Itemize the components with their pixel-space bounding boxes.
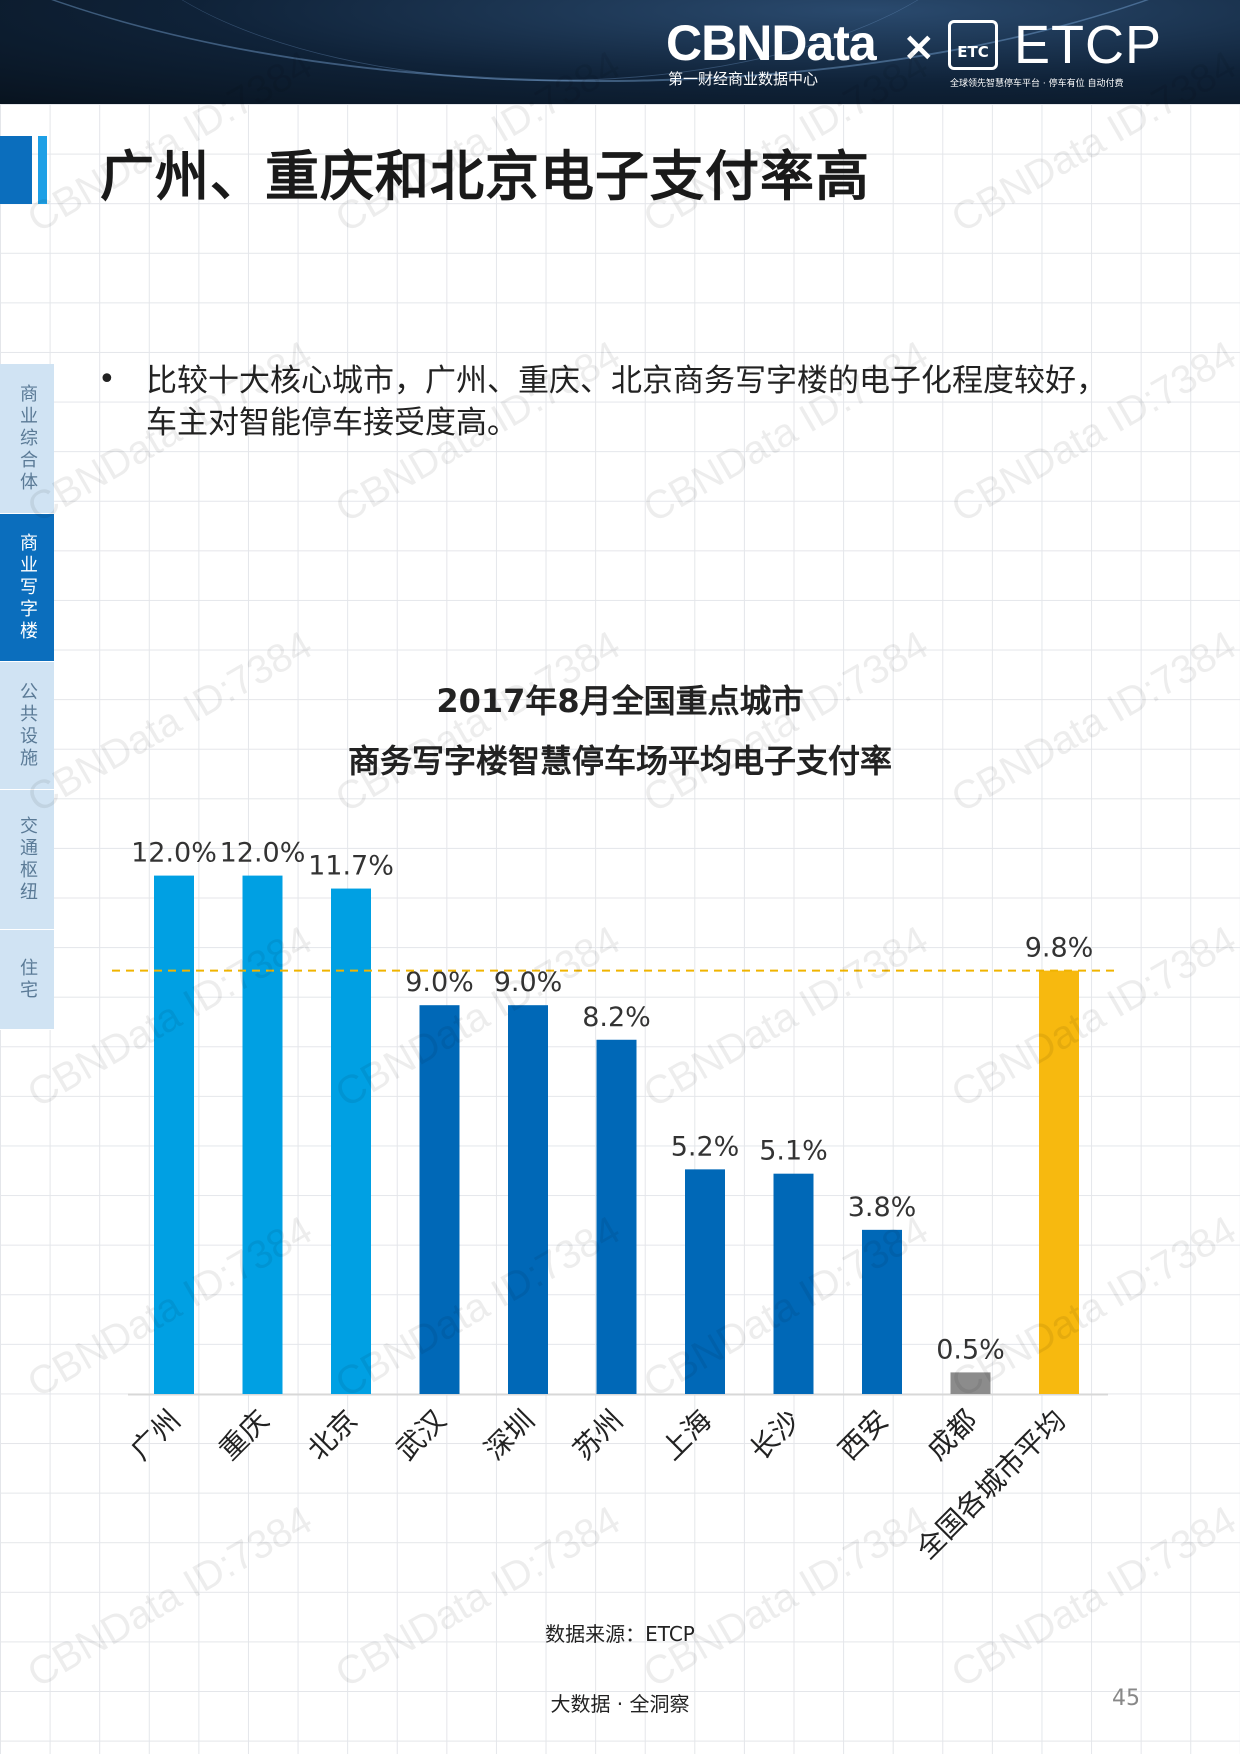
category-label-3: 武汉 bbox=[390, 1404, 453, 1467]
bar-0 bbox=[154, 875, 194, 1394]
bar-value-label-5: 8.2% bbox=[582, 1002, 651, 1033]
bar-value-label-3: 9.0% bbox=[405, 967, 474, 998]
category-label-1: 重庆 bbox=[213, 1404, 276, 1467]
category-label-7: 长沙 bbox=[744, 1404, 807, 1467]
bar-6 bbox=[685, 1169, 725, 1394]
bullet-marker: • bbox=[98, 362, 116, 397]
side-tab-public-facilities[interactable]: 公共设施 bbox=[0, 662, 54, 790]
bar-value-label-4: 9.0% bbox=[494, 967, 563, 998]
bar-value-label-2: 11.7% bbox=[308, 851, 394, 882]
etcp-logo-subtitle: 全球领先智慧停车平台 · 停车有位 自动付费 bbox=[950, 79, 1124, 89]
page-title: 广州、重庆和北京电子支付率高 bbox=[100, 145, 870, 208]
header-arc-decoration-2 bbox=[100, 0, 1000, 81]
category-label-0: 广州 bbox=[124, 1404, 187, 1467]
watermark-text: CBNData ID:7384 bbox=[20, 622, 320, 822]
side-tab-transport-hub[interactable]: 交通枢纽 bbox=[0, 790, 54, 930]
bar-value-label-8: 3.8% bbox=[848, 1192, 917, 1223]
bar-chart: 12.0% 广州 12.0% 重庆 11.7% 北京 9.0% 武汉 9.0% 深圳 8.2% 苏州 5… bbox=[112, 838, 1116, 1566]
etcp-logo-text: ETCP bbox=[1014, 15, 1163, 75]
category-label-10: 全国各城市平均 bbox=[910, 1404, 1072, 1566]
bar-value-label-0: 12.0% bbox=[131, 838, 217, 869]
chart-subtitle: 商务写字楼智慧停车场平均电子支付率 bbox=[347, 742, 892, 780]
bar-5 bbox=[596, 1039, 637, 1394]
side-tab-office-building[interactable]: 商业写字楼 bbox=[0, 514, 54, 662]
bar-value-label-10: 9.8% bbox=[1025, 933, 1094, 964]
bar-value-label-6: 5.2% bbox=[671, 1131, 740, 1162]
watermark-text: CBNData ID:7384 bbox=[944, 622, 1240, 822]
category-label-9: 成都 bbox=[921, 1404, 984, 1467]
category-label-5: 苏州 bbox=[567, 1404, 630, 1467]
header-arc-decoration bbox=[0, 0, 1240, 82]
title-accent-bar bbox=[0, 136, 32, 204]
side-nav: 商业综合体 商业写字楼 公共设施 交通枢纽 住宅 bbox=[0, 364, 54, 1030]
side-tab-residential[interactable]: 住宅 bbox=[0, 930, 54, 1030]
bar-value-label-9: 0.5% bbox=[936, 1334, 1005, 1365]
bar-value-label-1: 12.0% bbox=[220, 838, 306, 869]
page-number: 45 bbox=[1112, 1686, 1140, 1711]
bar-7 bbox=[773, 1173, 814, 1394]
bar-3 bbox=[419, 1005, 460, 1394]
bar-2 bbox=[331, 888, 371, 1394]
bar-4 bbox=[508, 1005, 548, 1394]
category-label-2: 北京 bbox=[301, 1404, 364, 1467]
bar-8 bbox=[862, 1229, 902, 1394]
brand-separator: × bbox=[902, 24, 936, 70]
etcp-logo-icon: ETC bbox=[948, 20, 998, 70]
title-accent-bar-thin bbox=[38, 136, 47, 204]
bullet-text: 比较十大核心城市，广州、重庆、北京商务写字楼的电子化程度较好，车主对智能停车接受… bbox=[146, 363, 1107, 441]
watermark-text: CBNData ID:7384 bbox=[636, 622, 936, 822]
cbndata-logo-subtitle: 第一财经商业数据中心 bbox=[668, 70, 819, 88]
bar-10 bbox=[1039, 970, 1079, 1394]
category-label-6: 上海 bbox=[655, 1404, 718, 1467]
bar-9 bbox=[950, 1372, 991, 1394]
category-label-8: 西安 bbox=[832, 1404, 895, 1467]
footer-slogan: 大数据 · 全洞察 bbox=[550, 1692, 690, 1716]
data-source: 数据来源：ETCP bbox=[545, 1622, 695, 1646]
side-tab-commercial-complex[interactable]: 商业综合体 bbox=[0, 364, 54, 514]
category-label-4: 深圳 bbox=[478, 1404, 541, 1467]
chart-title: 2017年8月全国重点城市 bbox=[436, 682, 804, 720]
bar-value-label-7: 5.1% bbox=[759, 1136, 828, 1167]
cbndata-logo-text: CBNData bbox=[666, 15, 877, 71]
watermark-text: CBNData ID:7384 bbox=[328, 622, 628, 822]
bar-1 bbox=[242, 875, 283, 1394]
header-banner: CBNData 第一财经商业数据中心 × ETC ETCP 全球领先智慧停车平台… bbox=[0, 0, 1240, 104]
